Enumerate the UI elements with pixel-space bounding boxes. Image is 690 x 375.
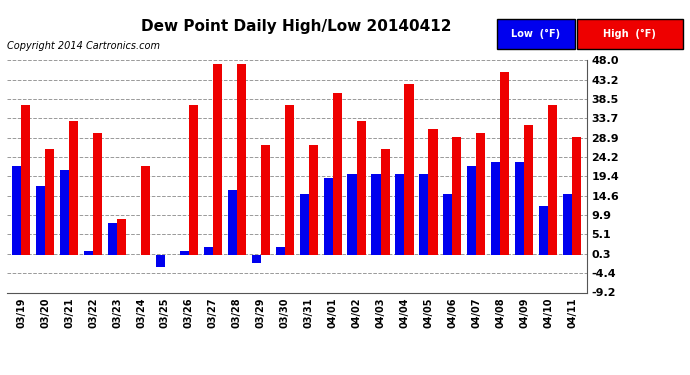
Bar — [36, 186, 46, 255]
Bar — [348, 174, 357, 255]
Bar — [21, 105, 30, 255]
Bar — [275, 247, 285, 255]
Text: Low  (°F): Low (°F) — [511, 29, 560, 39]
Bar — [572, 137, 581, 255]
FancyBboxPatch shape — [577, 19, 683, 49]
Text: High  (°F): High (°F) — [602, 29, 656, 39]
Bar — [117, 219, 126, 255]
Bar — [93, 133, 102, 255]
Bar — [428, 129, 437, 255]
Bar — [180, 251, 189, 255]
Bar — [261, 146, 270, 255]
FancyBboxPatch shape — [497, 19, 575, 49]
Bar — [443, 194, 453, 255]
Text: Copyright 2014 Cartronics.com: Copyright 2014 Cartronics.com — [7, 41, 160, 51]
Bar — [333, 93, 342, 255]
Bar — [453, 137, 462, 255]
Bar — [404, 84, 413, 255]
Bar — [237, 64, 246, 255]
Bar — [563, 194, 572, 255]
Bar — [420, 174, 428, 255]
Text: Dew Point Daily High/Low 20140412: Dew Point Daily High/Low 20140412 — [141, 19, 452, 34]
Bar — [380, 149, 390, 255]
Bar — [213, 64, 222, 255]
Bar — [467, 166, 476, 255]
Bar — [141, 166, 150, 255]
Bar — [491, 162, 500, 255]
Bar — [476, 133, 486, 255]
Bar — [69, 121, 78, 255]
Bar — [308, 146, 318, 255]
Bar — [108, 223, 117, 255]
Bar — [46, 149, 55, 255]
Bar — [285, 105, 294, 255]
Bar — [524, 125, 533, 255]
Bar — [299, 194, 308, 255]
Bar — [204, 247, 213, 255]
Bar — [252, 255, 261, 263]
Bar — [548, 105, 558, 255]
Bar — [156, 255, 165, 267]
Bar — [324, 178, 333, 255]
Bar — [12, 166, 21, 255]
Bar — [539, 206, 548, 255]
Bar — [371, 174, 380, 255]
Bar — [189, 105, 198, 255]
Bar — [357, 121, 366, 255]
Bar — [60, 170, 69, 255]
Bar — [395, 174, 404, 255]
Bar — [515, 162, 524, 255]
Bar — [84, 251, 93, 255]
Bar — [500, 72, 509, 255]
Bar — [228, 190, 237, 255]
